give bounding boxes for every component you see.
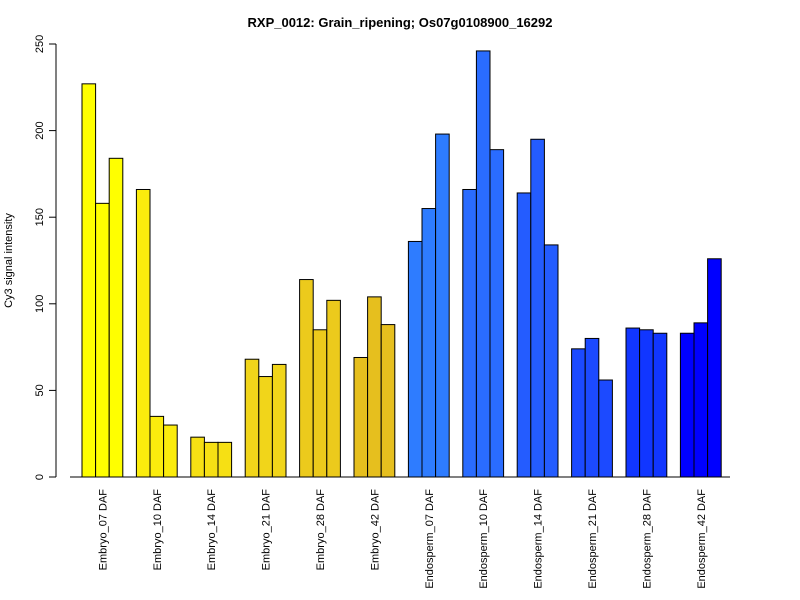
y-tick-label: 150 bbox=[34, 208, 46, 226]
y-axis: 0 50 100 150 200 250 bbox=[34, 35, 57, 480]
bar bbox=[271, 363, 287, 478]
bar bbox=[421, 208, 437, 478]
bar bbox=[475, 50, 491, 478]
x-tick-label: Endosperm_21 DAF bbox=[587, 489, 599, 589]
bar bbox=[489, 149, 505, 478]
y-tick-label: 250 bbox=[34, 35, 46, 53]
bar bbox=[81, 83, 97, 478]
bar bbox=[598, 379, 613, 478]
y-tick-label: 100 bbox=[34, 295, 46, 313]
x-tick-label: Endosperm_42 DAF bbox=[696, 489, 708, 589]
bar bbox=[258, 376, 273, 478]
bar bbox=[435, 133, 450, 478]
x-tick-label: Embryo_07 DAF bbox=[97, 489, 109, 571]
x-tick-label: Embryo_28 DAF bbox=[315, 489, 327, 571]
x-tick-label: Endosperm_07 DAF bbox=[424, 489, 436, 589]
x-tick-label: Embryo_42 DAF bbox=[369, 489, 381, 571]
bars-group bbox=[81, 50, 722, 478]
x-tick-label: Endosperm_10 DAF bbox=[478, 489, 490, 589]
y-axis-label: Cy3 signal intensity bbox=[3, 213, 15, 308]
bar bbox=[380, 324, 396, 478]
bar bbox=[312, 329, 328, 478]
bar bbox=[530, 138, 545, 478]
bar bbox=[353, 356, 369, 478]
bar bbox=[108, 157, 124, 478]
bar bbox=[149, 415, 165, 478]
bar bbox=[203, 441, 219, 478]
x-tick-label: Endosperm_14 DAF bbox=[533, 489, 545, 589]
bar bbox=[244, 358, 260, 478]
x-tick-label: Embryo_10 DAF bbox=[152, 489, 164, 571]
bar bbox=[217, 441, 233, 478]
bar bbox=[462, 188, 477, 478]
bar bbox=[543, 244, 559, 478]
bar bbox=[299, 279, 314, 478]
bar bbox=[625, 327, 641, 478]
chart-title: RXP_0012: Grain_ripening; Os07g0108900_1… bbox=[248, 15, 553, 30]
y-tick-label: 50 bbox=[34, 384, 46, 396]
bar bbox=[571, 348, 586, 478]
y-tick-label: 0 bbox=[34, 474, 46, 480]
bar bbox=[367, 296, 382, 478]
bar bbox=[679, 332, 695, 478]
bar bbox=[163, 424, 178, 478]
bar bbox=[652, 332, 668, 478]
x-tick-label: Endosperm_28 DAF bbox=[641, 489, 653, 589]
bar bbox=[516, 192, 532, 478]
bar bbox=[190, 436, 205, 478]
bar bbox=[707, 258, 722, 478]
x-tick-labels: Embryo_07 DAF Embryo_10 DAF Embryo_14 DAF E… bbox=[97, 489, 707, 589]
x-tick-label: Embryo_21 DAF bbox=[261, 489, 273, 571]
bar bbox=[326, 299, 341, 478]
x-tick-label: Embryo_14 DAF bbox=[206, 489, 218, 571]
bar bbox=[693, 322, 709, 478]
bar bbox=[407, 240, 423, 478]
bar bbox=[95, 202, 110, 478]
bar bbox=[584, 337, 600, 478]
bar bbox=[639, 329, 654, 478]
bar bbox=[135, 188, 151, 478]
y-tick-label: 200 bbox=[34, 121, 46, 139]
